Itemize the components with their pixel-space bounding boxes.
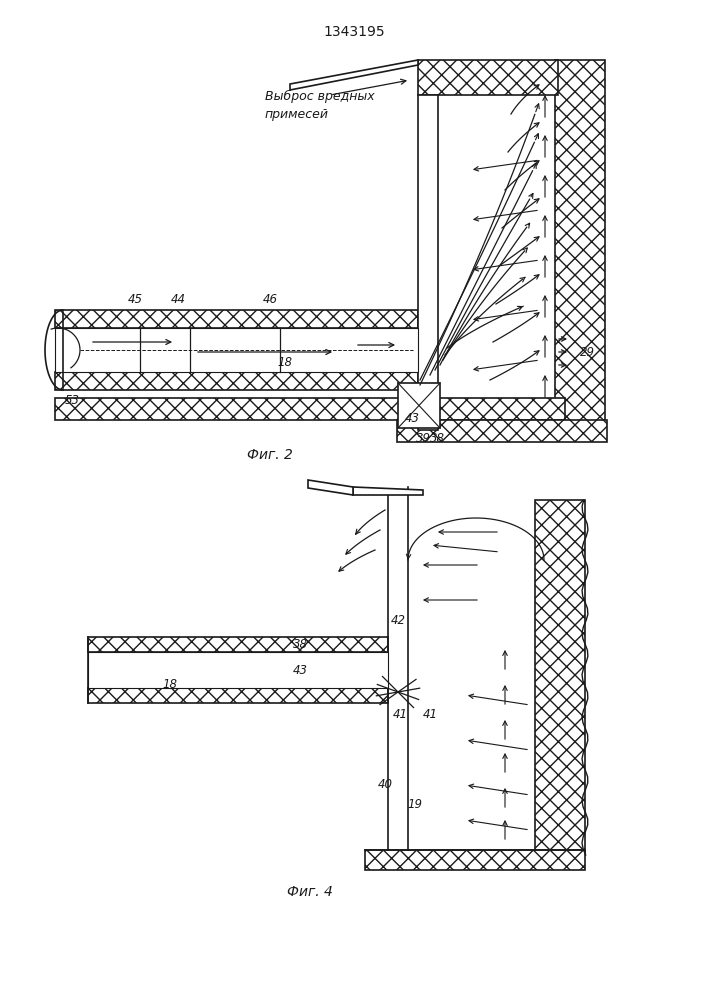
Polygon shape	[308, 480, 353, 495]
Bar	[55, 372, 418, 390]
Text: 38: 38	[293, 639, 308, 652]
Bar	[55, 328, 418, 372]
Bar	[88, 688, 388, 703]
Bar	[55, 398, 565, 420]
Text: 43: 43	[293, 664, 308, 676]
Text: 46: 46	[262, 293, 278, 306]
Text: 44: 44	[170, 293, 185, 306]
Polygon shape	[353, 487, 423, 495]
Text: 29: 29	[580, 346, 595, 359]
Text: Выброс вредных
примесей: Выброс вредных примесей	[265, 89, 375, 121]
Text: 19: 19	[407, 798, 423, 812]
Text: 45: 45	[127, 293, 143, 306]
Bar	[535, 500, 585, 855]
Bar	[418, 60, 558, 95]
Text: 38: 38	[430, 432, 445, 444]
Text: 1343195: 1343195	[323, 25, 385, 39]
Text: 43: 43	[404, 412, 419, 424]
Bar	[397, 420, 607, 442]
Bar	[88, 637, 388, 652]
Bar	[555, 60, 605, 430]
Bar	[55, 310, 418, 328]
Text: 40: 40	[378, 778, 392, 792]
Bar	[418, 95, 438, 430]
Text: 39: 39	[416, 432, 431, 444]
Bar	[365, 850, 585, 870]
Polygon shape	[290, 60, 418, 90]
Text: 42: 42	[390, 613, 406, 626]
Text: Фиг. 4: Фиг. 4	[287, 885, 333, 899]
Text: Фиг. 2: Фиг. 2	[247, 448, 293, 462]
Bar	[88, 652, 388, 688]
Text: 41: 41	[423, 708, 438, 720]
Text: 41: 41	[392, 708, 407, 720]
Text: 53: 53	[64, 393, 79, 406]
Text: 18: 18	[163, 678, 177, 692]
Text: 18: 18	[278, 357, 293, 369]
Bar	[398, 383, 440, 428]
